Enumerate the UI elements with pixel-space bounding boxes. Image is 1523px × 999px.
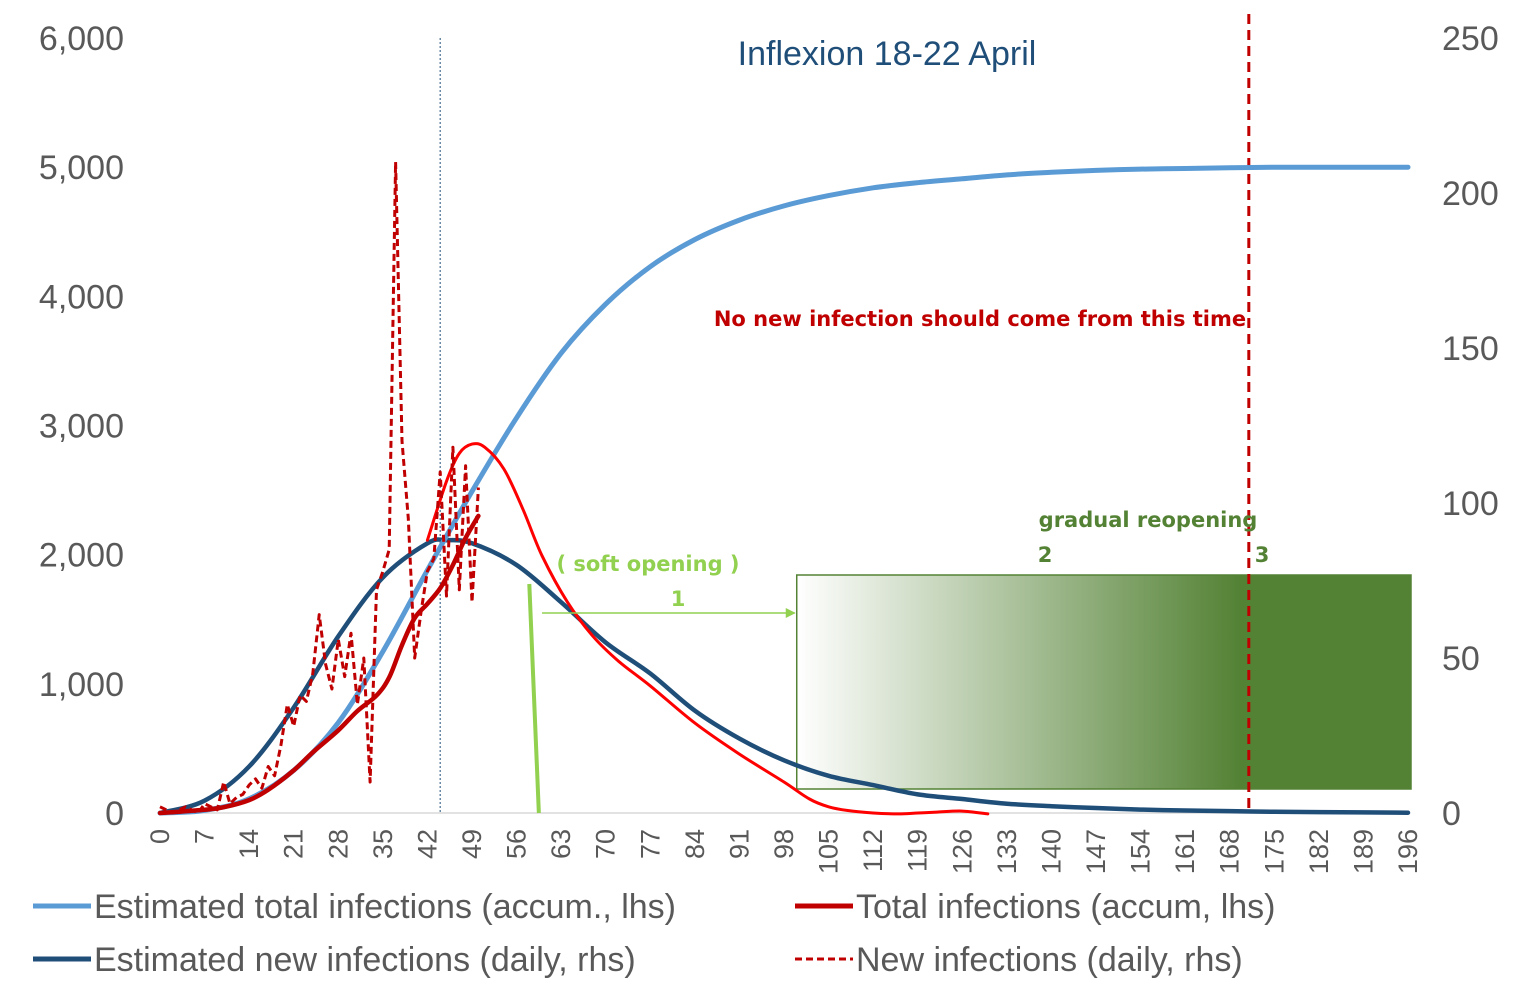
x-tick-label: 112 <box>858 829 888 872</box>
phase-3-label: 3 <box>1255 543 1270 567</box>
legend-label: New infections (daily, rhs) <box>856 941 1243 979</box>
x-tick-label: 140 <box>1036 829 1066 874</box>
x-tick-label: 63 <box>546 829 576 859</box>
gradual-reopening-label: gradual reopening <box>1039 508 1258 532</box>
soft-opening-label: ( soft opening ) <box>556 552 739 576</box>
x-tick-label: 98 <box>769 829 799 859</box>
legend-item: Total infections (accum, lhs) <box>795 888 1276 926</box>
estimated-new-infections-line <box>157 537 1411 816</box>
y-left-tick-label: 4,000 <box>39 278 124 316</box>
y-left-tick-label: 1,000 <box>39 666 124 704</box>
y-left-tick-label: 2,000 <box>39 537 124 575</box>
x-tick-label: 84 <box>680 829 710 859</box>
new-infections-line <box>159 160 480 815</box>
total-infections-line <box>157 513 481 816</box>
y-left-tick-label: 6,000 <box>39 20 124 58</box>
x-tick-label: 56 <box>502 829 532 859</box>
x-tick-label: 28 <box>323 829 353 859</box>
phase-2-label: 2 <box>1038 543 1053 567</box>
x-tick-label: 35 <box>368 829 398 859</box>
legend-label: Total infections (accum, lhs) <box>856 888 1276 926</box>
x-tick-label: 7 <box>190 829 220 844</box>
x-tick-label: 14 <box>234 829 264 859</box>
x-tick-label: 21 <box>279 829 309 859</box>
y-right-tick-label: 250 <box>1442 20 1499 58</box>
legend-item: Estimated new infections (daily, rhs) <box>33 941 636 979</box>
x-tick-label: 49 <box>457 829 487 859</box>
x-tick-label: 189 <box>1348 829 1378 874</box>
x-tick-label: 161 <box>1170 829 1200 874</box>
inflexion-label: Inflexion 18-22 April <box>738 35 1037 73</box>
x-tick-label: 126 <box>947 829 977 874</box>
y-right-tick-label: 0 <box>1442 795 1461 833</box>
y-right-tick-label: 150 <box>1442 330 1499 368</box>
y-right-tick-label: 50 <box>1442 640 1480 678</box>
legend-item: New infections (daily, rhs) <box>795 941 1243 979</box>
x-tick-label: 70 <box>591 829 621 859</box>
y-left-tick-label: 5,000 <box>39 149 124 187</box>
soft-opening-line <box>527 583 541 814</box>
x-tick-label: 182 <box>1304 829 1334 874</box>
y-left-tick-label: 0 <box>105 795 124 833</box>
x-tick-label: 42 <box>412 829 442 859</box>
legend-label: Estimated total infections (accum., lhs) <box>94 888 676 926</box>
y-right-tick-label: 200 <box>1442 175 1499 213</box>
legend-item: Estimated total infections (accum., lhs) <box>33 888 676 926</box>
x-tick-label: 77 <box>635 829 665 859</box>
phase-1-label: 1 <box>671 587 686 611</box>
x-tick-label: 91 <box>724 829 754 859</box>
legend-label: Estimated new infections (daily, rhs) <box>94 941 636 979</box>
no-new-infection-label: No new infection should come from this t… <box>714 307 1246 331</box>
estimated-total-infections-line <box>157 164 1411 816</box>
fitted-new-infections-curve <box>425 442 990 816</box>
x-tick-label: 133 <box>992 829 1022 874</box>
y-left-tick-label: 3,000 <box>39 408 124 446</box>
x-tick-label: 175 <box>1259 829 1289 874</box>
x-tick-label: 196 <box>1393 829 1423 874</box>
x-tick-label: 147 <box>1081 829 1111 874</box>
x-tick-label: 168 <box>1215 829 1245 874</box>
x-tick-label: 0 <box>145 829 175 844</box>
y-right-tick-label: 100 <box>1442 485 1499 523</box>
x-tick-label: 105 <box>814 829 844 874</box>
gradual-reopening-box <box>795 574 1412 790</box>
x-tick-label: 154 <box>1126 829 1156 874</box>
x-tick-label: 119 <box>903 829 933 872</box>
